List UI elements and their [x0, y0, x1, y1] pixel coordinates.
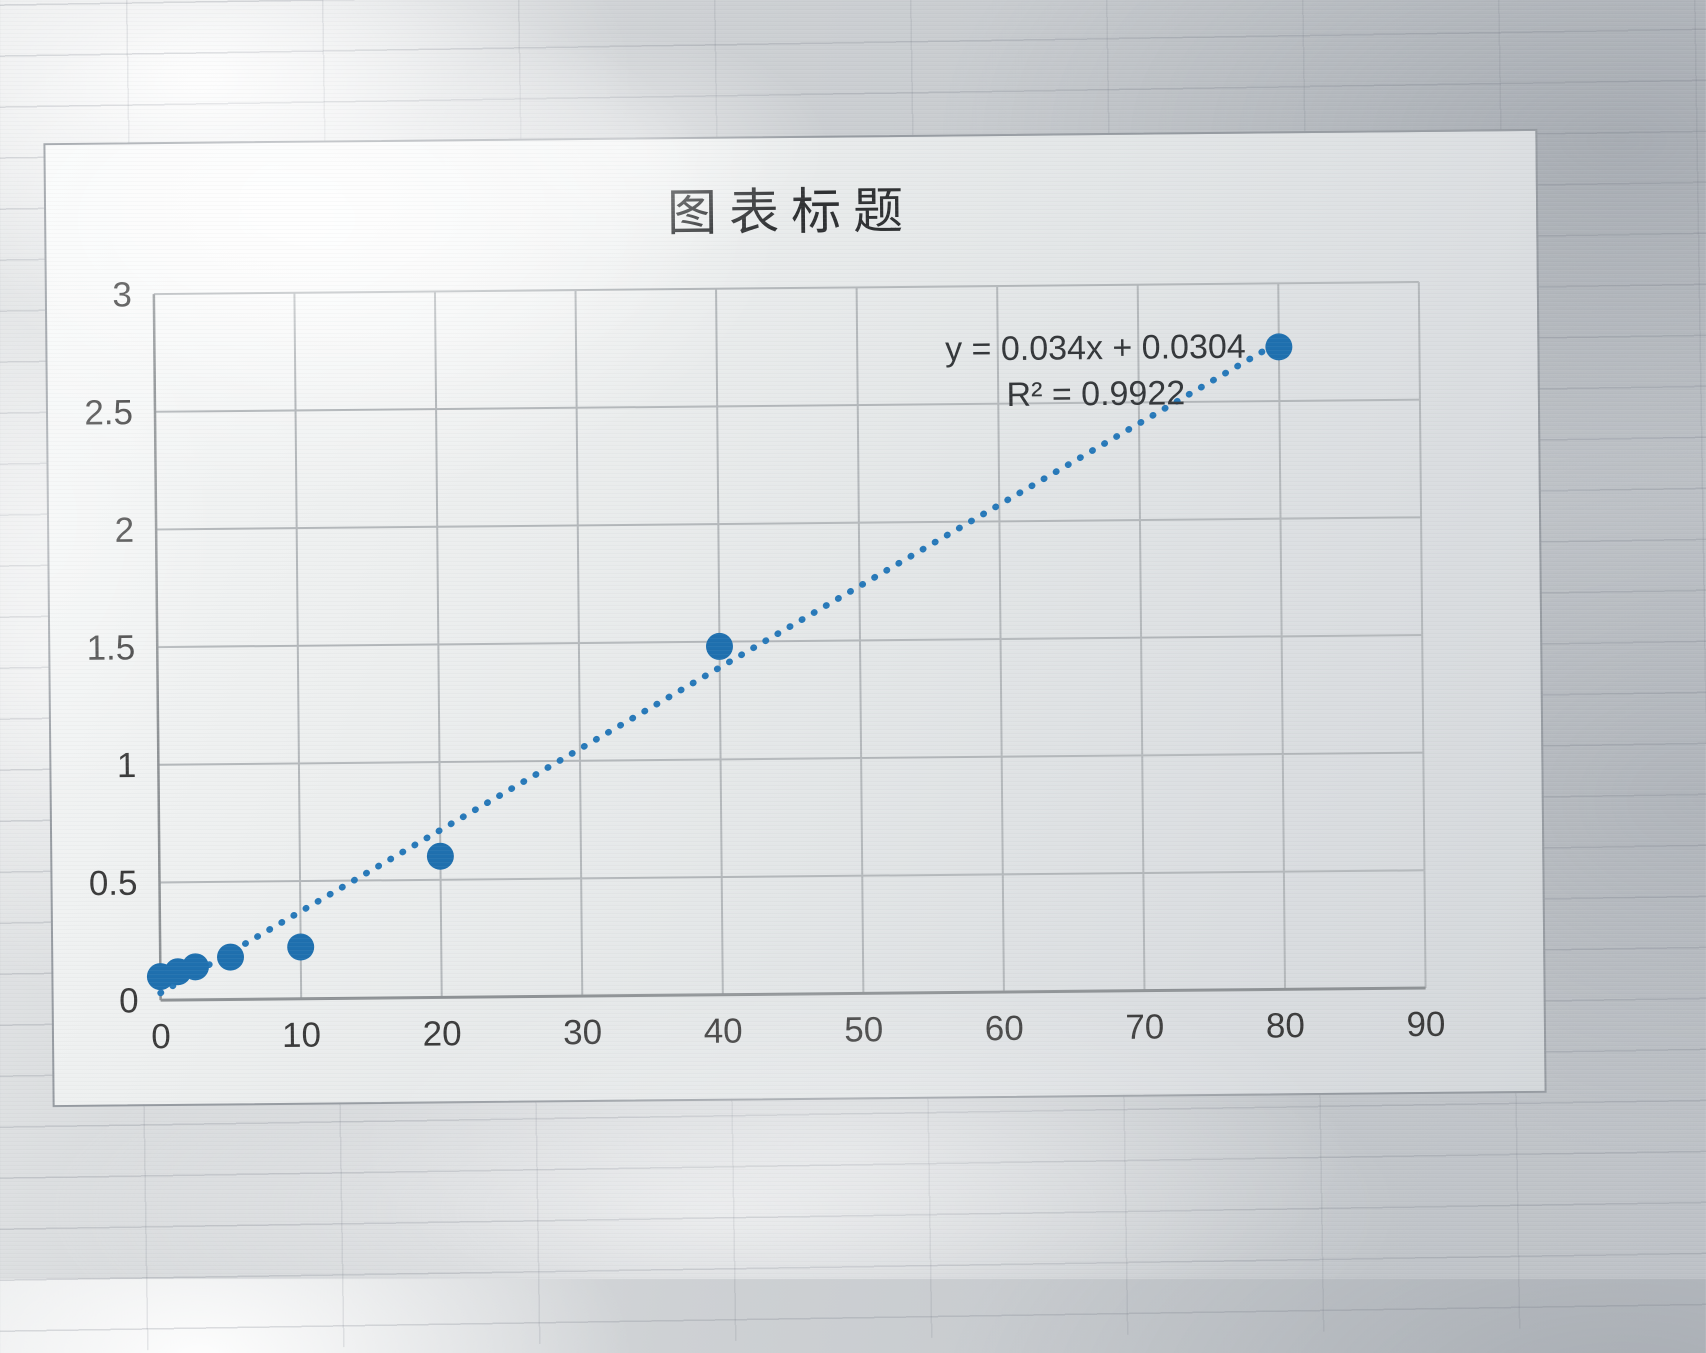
x-tick-label: 0 — [151, 1017, 171, 1056]
y-tick-label: 2 — [114, 511, 134, 550]
x-tick-label: 90 — [1406, 1005, 1445, 1044]
trendline-equation-label[interactable]: y = 0.034x + 0.0304 — [945, 328, 1246, 369]
x-tick-label: 10 — [282, 1016, 321, 1055]
horizontal-gridline — [153, 280, 1419, 296]
x-tick-label: 50 — [844, 1010, 883, 1049]
y-tick-label: 1.5 — [86, 628, 135, 667]
data-point[interactable] — [426, 842, 454, 870]
data-point[interactable] — [217, 943, 245, 971]
x-tick-label: 60 — [985, 1009, 1024, 1048]
horizontal-gridline — [159, 869, 1425, 884]
trendline-group[interactable] — [154, 338, 1285, 997]
horizontal-gridline — [157, 633, 1423, 649]
y-tick-label: 3 — [112, 275, 132, 314]
horizontal-gridline — [158, 751, 1424, 766]
y-tick-label: 0.5 — [89, 864, 138, 903]
data-point[interactable] — [705, 632, 733, 660]
y-tick-label: 0 — [119, 981, 139, 1020]
tick-labels-group: 0 10 20 30 40 50 60 70 80 90 0 0.5 1 1.5 2 2.5 3 — [84, 275, 1445, 1056]
dotted-trendline[interactable] — [154, 338, 1285, 997]
horizontal-gridline — [156, 516, 1422, 531]
x-tick-label: 30 — [563, 1013, 602, 1052]
gridlines-group — [152, 280, 1427, 1002]
data-point[interactable] — [181, 953, 209, 981]
x-tick-label: 70 — [1125, 1007, 1164, 1046]
trendline-r2-label[interactable]: R² = 0.9922 — [1006, 374, 1185, 414]
chart-object[interactable]: 图表标题 0 10 20 30 40 50 60 70 80 90 0 0.5 1 1.5 2 2.5 3 y … — [43, 128, 1547, 1108]
x-tick-label: 40 — [704, 1012, 743, 1051]
chart-svg: 0 10 20 30 40 50 60 70 80 90 0 0.5 1 1.5 2 2.5 3 y = 0.0… — [84, 275, 1445, 1056]
x-axis-line — [160, 986, 1426, 1002]
y-tick-label: 2.5 — [84, 393, 133, 432]
horizontal-gridline — [154, 398, 1420, 413]
x-tick-label: 80 — [1266, 1006, 1305, 1045]
data-point[interactable] — [287, 933, 315, 961]
data-point[interactable] — [1265, 333, 1293, 361]
x-tick-label: 20 — [422, 1014, 461, 1053]
y-tick-label: 1 — [117, 746, 137, 785]
